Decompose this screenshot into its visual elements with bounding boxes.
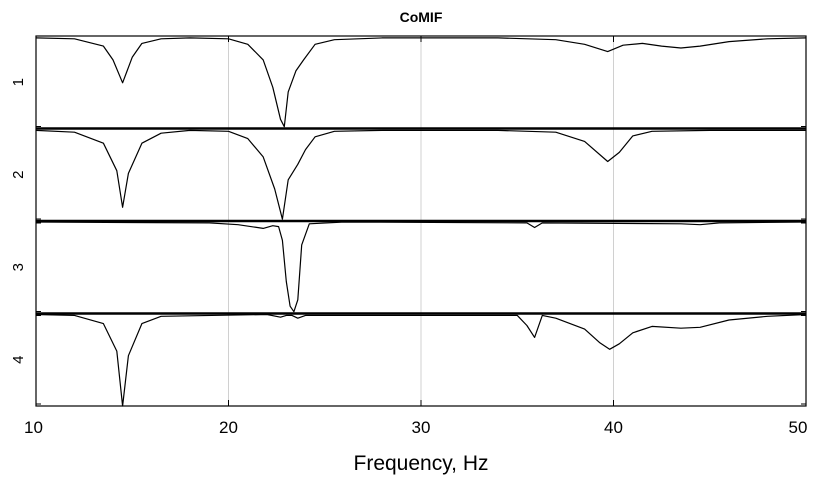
x-tick-label: 30 xyxy=(412,418,431,437)
panel-label-1: 1 xyxy=(10,78,27,86)
series-line-4 xyxy=(35,313,807,407)
x-tick-label: 20 xyxy=(219,418,238,437)
chart-title: CoMIF xyxy=(400,9,443,25)
x-tick-label: 10 xyxy=(24,418,43,437)
panel-labels: 1 2 3 4 xyxy=(10,78,27,364)
plot-frame xyxy=(35,35,807,407)
x-tick-label: 50 xyxy=(789,418,808,437)
x-tick-label: 40 xyxy=(604,418,623,437)
series-line-3 xyxy=(35,221,807,313)
series-line-2 xyxy=(35,129,806,220)
panel-label-2: 2 xyxy=(10,171,27,179)
x-tick-labels: 10 20 30 40 50 xyxy=(24,418,807,437)
panel-label-4: 4 xyxy=(10,356,27,364)
x-axis-label: Frequency, Hz xyxy=(354,452,489,475)
series-lines xyxy=(35,37,807,407)
series-line-1 xyxy=(35,37,807,128)
panel-label-3: 3 xyxy=(10,263,27,271)
